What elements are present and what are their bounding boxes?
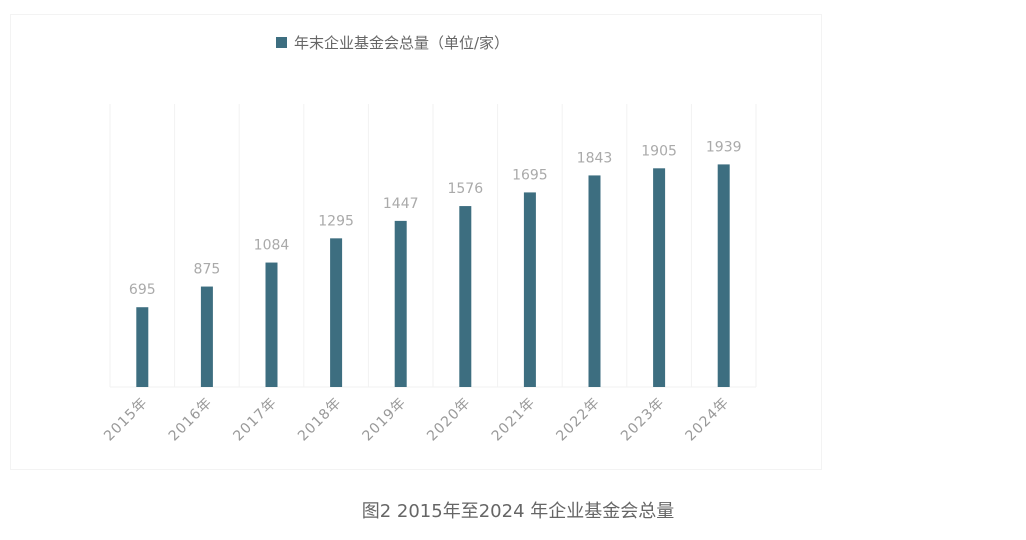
data-label: 695 — [129, 282, 156, 298]
x-tick-label: 2021年 — [489, 395, 539, 445]
data-label: 1843 — [577, 150, 613, 166]
figure-caption: 图2 2015年至2024 年企业基金会总量 — [361, 501, 675, 522]
bar-2016年 — [200, 286, 213, 387]
legend-swatch — [276, 37, 287, 48]
legend: 年末企业基金会总量（单位/家） — [276, 32, 509, 53]
x-tick-label: 2015年 — [101, 395, 151, 445]
data-label: 1905 — [641, 143, 677, 159]
legend-label: 年末企业基金会总量（单位/家） — [294, 34, 510, 52]
data-label: 1576 — [447, 181, 483, 197]
bar-2018年 — [330, 238, 343, 387]
bar-2023年 — [653, 168, 666, 387]
bar-2024年 — [717, 164, 730, 387]
data-label: 1295 — [318, 213, 354, 229]
bar-2019年 — [394, 220, 407, 387]
x-tick-label: 2022年 — [553, 395, 603, 445]
x-tick-label: 2023年 — [618, 395, 668, 445]
bar-2015年 — [136, 307, 149, 387]
x-tick-label: 2016年 — [166, 395, 216, 445]
x-tick-label: 2019年 — [360, 395, 410, 445]
x-tick-label: 2024年 — [683, 395, 733, 445]
data-label: 875 — [194, 262, 221, 278]
data-label: 1939 — [706, 139, 742, 155]
x-tick-label: 2020年 — [424, 395, 474, 445]
bar-2017年 — [265, 262, 278, 387]
bar-2021年 — [523, 192, 536, 387]
bar-2020年 — [459, 206, 472, 387]
bar-2022年 — [588, 175, 601, 387]
chart-frame — [10, 14, 822, 470]
x-tick-label: 2018年 — [295, 395, 345, 445]
data-label: 1447 — [383, 196, 419, 212]
data-label: 1695 — [512, 167, 548, 183]
x-tick-label: 2017年 — [230, 395, 280, 445]
data-label: 1084 — [254, 238, 290, 254]
